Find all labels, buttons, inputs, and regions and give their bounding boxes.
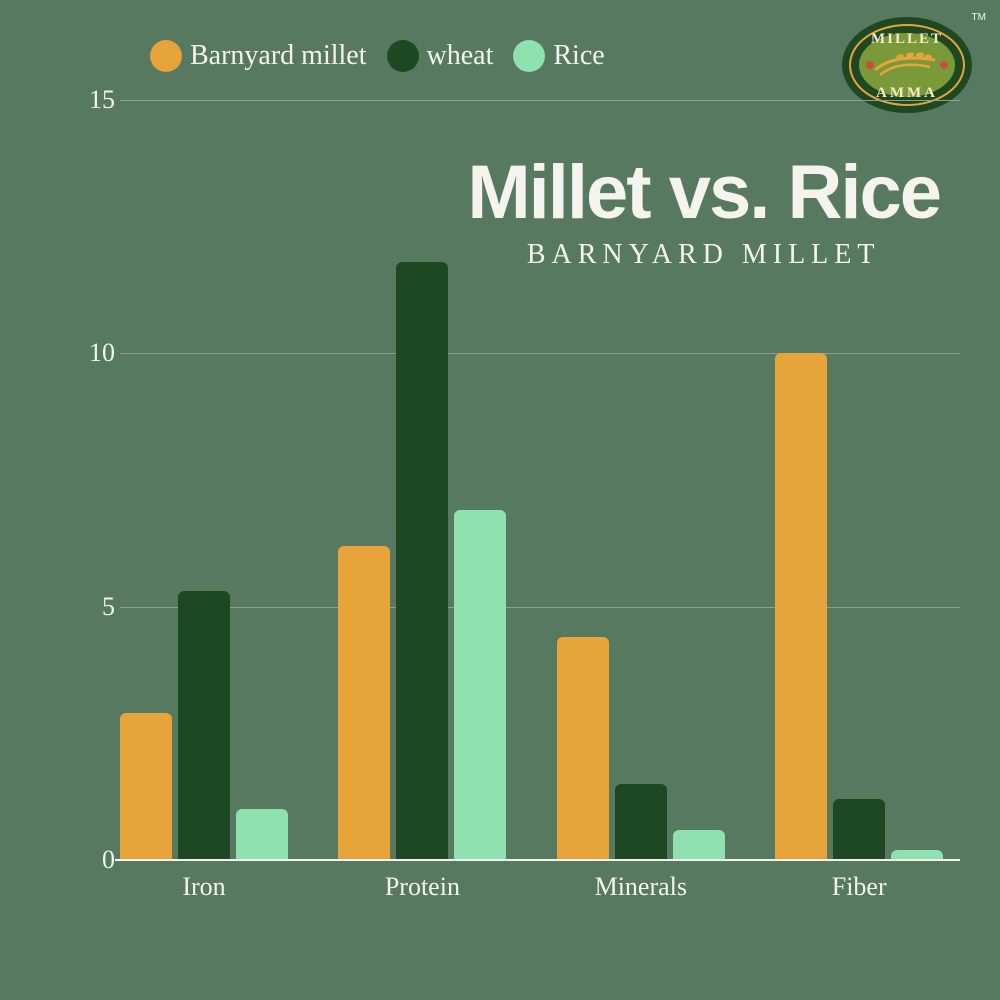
logo-bottom-text: AMMA: [876, 85, 938, 101]
x-axis: [115, 859, 960, 861]
bar-group: [775, 353, 943, 860]
logo-top-text: MILLET: [871, 31, 943, 47]
bar: [454, 510, 506, 860]
y-tick-label: 15: [80, 85, 115, 115]
trademark-symbol: TM: [972, 12, 986, 23]
bar: [178, 591, 230, 860]
bar: [833, 799, 885, 860]
legend-item: Rice: [513, 40, 604, 72]
y-tick-label: 0: [80, 845, 115, 875]
bar: [120, 713, 172, 860]
bar-group: [557, 637, 725, 860]
bar-chart: 051015 IronProteinMineralsFiber: [80, 100, 960, 900]
bar-group: [120, 591, 288, 860]
plot-area: [120, 100, 960, 860]
legend-swatch-wheat: [387, 40, 419, 72]
bar: [557, 637, 609, 860]
x-tick-label: Iron: [182, 872, 225, 902]
y-tick-label: 10: [80, 338, 115, 368]
bar: [673, 830, 725, 860]
bar: [775, 353, 827, 860]
legend: Barnyard millet wheat Rice: [150, 40, 605, 72]
legend-item: wheat: [387, 40, 494, 72]
legend-swatch-millet: [150, 40, 182, 72]
legend-label: Barnyard millet: [190, 40, 367, 72]
legend-label: Rice: [553, 40, 604, 72]
x-tick-label: Protein: [385, 872, 460, 902]
bar: [236, 809, 288, 860]
legend-label: wheat: [427, 40, 494, 72]
bar: [338, 546, 390, 860]
x-tick-label: Minerals: [595, 872, 687, 902]
y-tick-label: 5: [80, 592, 115, 622]
bar: [396, 262, 448, 860]
legend-item: Barnyard millet: [150, 40, 367, 72]
x-tick-label: Fiber: [832, 872, 887, 902]
legend-swatch-rice: [513, 40, 545, 72]
bar-group: [338, 262, 506, 860]
bar: [615, 784, 667, 860]
